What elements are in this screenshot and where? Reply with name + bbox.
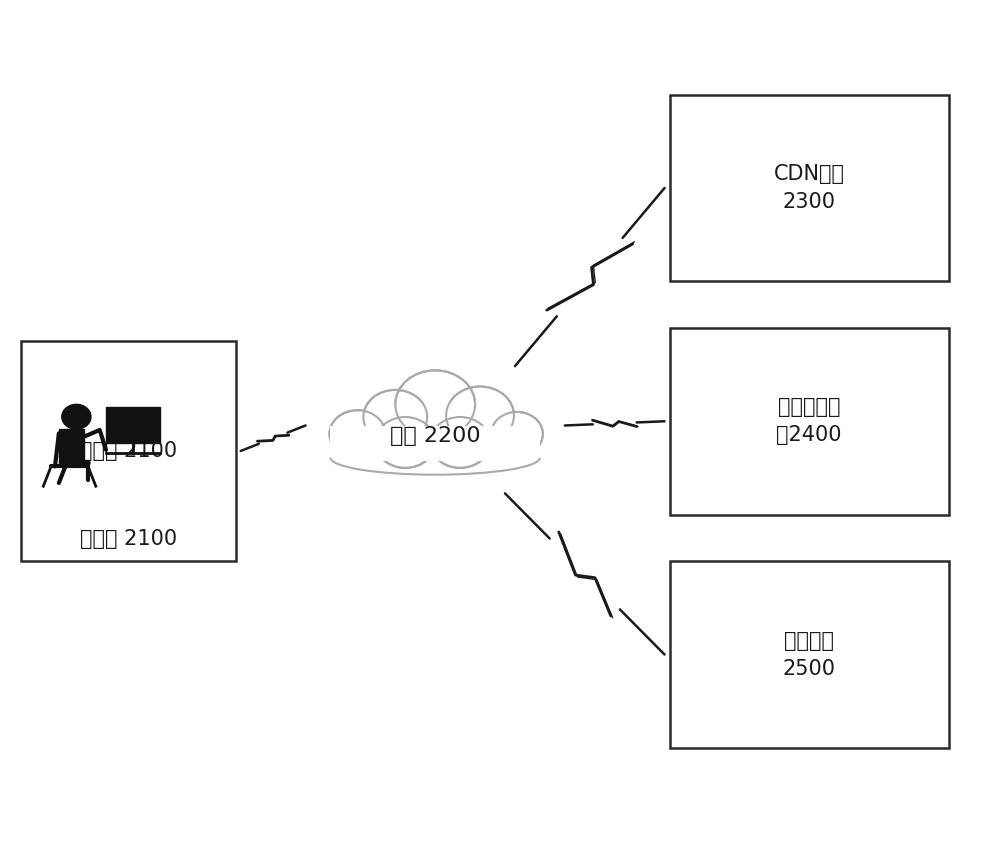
Ellipse shape (335, 403, 535, 457)
Text: CDN节点
2300: CDN节点 2300 (774, 164, 845, 212)
Bar (670, 94, 949, 282)
Bar (670, 561, 949, 748)
Text: 汇聚中心系
统2400: 汇聚中心系 统2400 (776, 397, 842, 445)
Circle shape (329, 410, 385, 458)
Text: 客户端 2100: 客户端 2100 (80, 441, 177, 461)
Bar (106, 407, 160, 443)
Polygon shape (59, 429, 84, 463)
Text: 网络 2200: 网络 2200 (390, 426, 480, 446)
Bar (670, 328, 949, 515)
Circle shape (430, 417, 490, 468)
Circle shape (62, 404, 91, 429)
Bar (330, 426, 540, 461)
Circle shape (375, 417, 435, 468)
Circle shape (491, 412, 543, 456)
Text: 客户端 2100: 客户端 2100 (80, 529, 177, 549)
Circle shape (446, 386, 514, 444)
Circle shape (395, 370, 475, 438)
Bar (21, 340, 236, 561)
Text: 检测系统
2500: 检测系统 2500 (783, 631, 836, 678)
Circle shape (363, 390, 427, 444)
